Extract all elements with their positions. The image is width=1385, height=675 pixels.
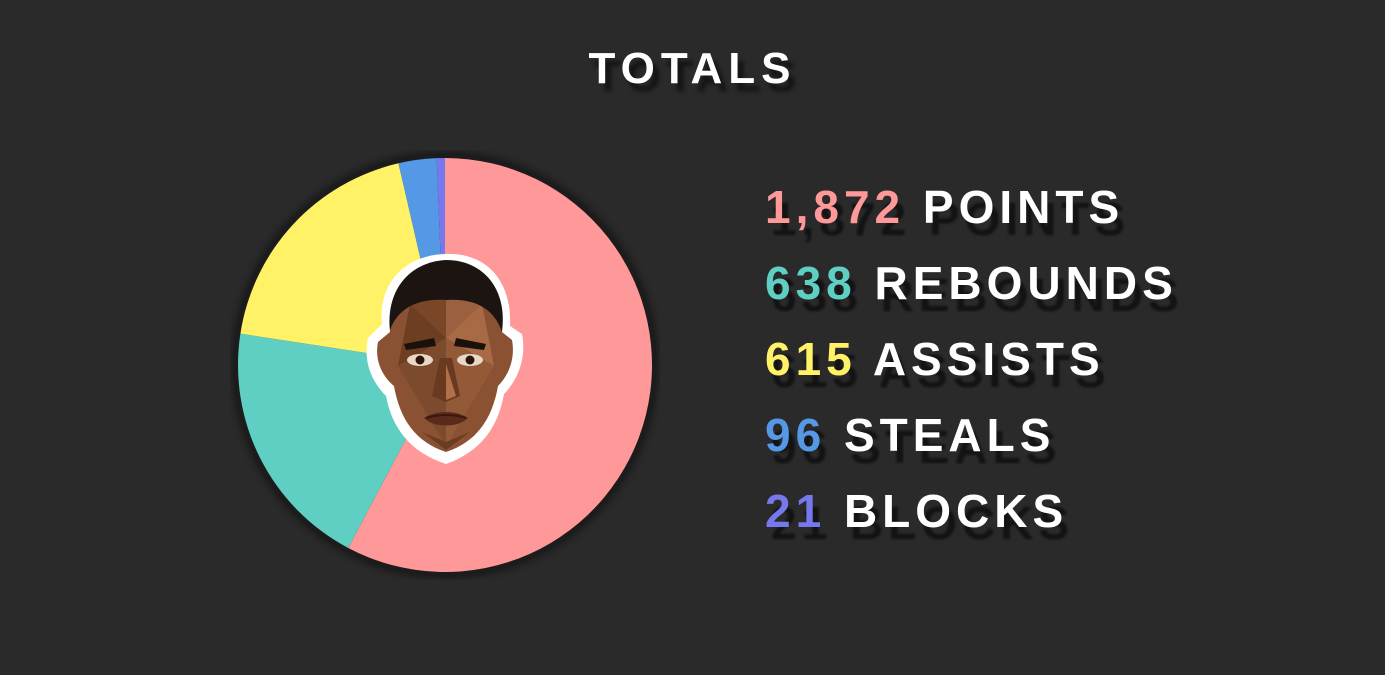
legend-text: 96 STEALS [765,409,1055,461]
legend-shadow: 21 BLOCKS [771,497,1075,549]
legend-item-assists: 615 ASSISTS 615 ASSISTS [765,330,1178,406]
legend-item-rebounds: 638 REBOUNDS 638 REBOUNDS [765,254,1179,330]
legend-item-steals: 96 STEALS 96 STEALS [765,406,1178,482]
legend: 1,872 POINTS 1,872 POINTS 638 REBOUNDS 638 … [765,178,1179,558]
legend-shadow: 96 STEALS [771,421,1062,473]
chart-title: TOTALS [588,44,797,93]
legend-label: REBOUNDS [856,257,1178,309]
legend-shadow: 615 ASSISTS [771,345,1111,397]
legend-label: POINTS [905,181,1125,233]
pie-chart [230,150,660,580]
legend-label: BLOCKS [826,485,1069,537]
legend-text: 615 ASSISTS [765,333,1105,385]
legend-shadow: 638 REBOUNDS [771,269,1184,321]
legend-item-points: 1,872 POINTS 1,872 POINTS [765,178,1178,254]
legend-value: 21 [765,485,827,537]
legend-value: 638 [765,257,857,309]
legend-text: 1,872 POINTS [765,181,1124,233]
legend-value: 96 [765,409,827,461]
legend-item-blocks: 21 BLOCKS 21 BLOCKS [765,482,1178,558]
legend-label: ASSISTS [856,333,1105,385]
legend-label: STEALS [826,409,1056,461]
legend-text: 21 BLOCKS [765,485,1068,537]
legend-value: 615 [765,333,857,385]
legend-value: 1,872 [765,181,906,233]
legend-text: 638 REBOUNDS [765,257,1178,309]
legend-shadow: 1,872 POINTS [771,193,1131,245]
player-face-icon [366,253,524,464]
